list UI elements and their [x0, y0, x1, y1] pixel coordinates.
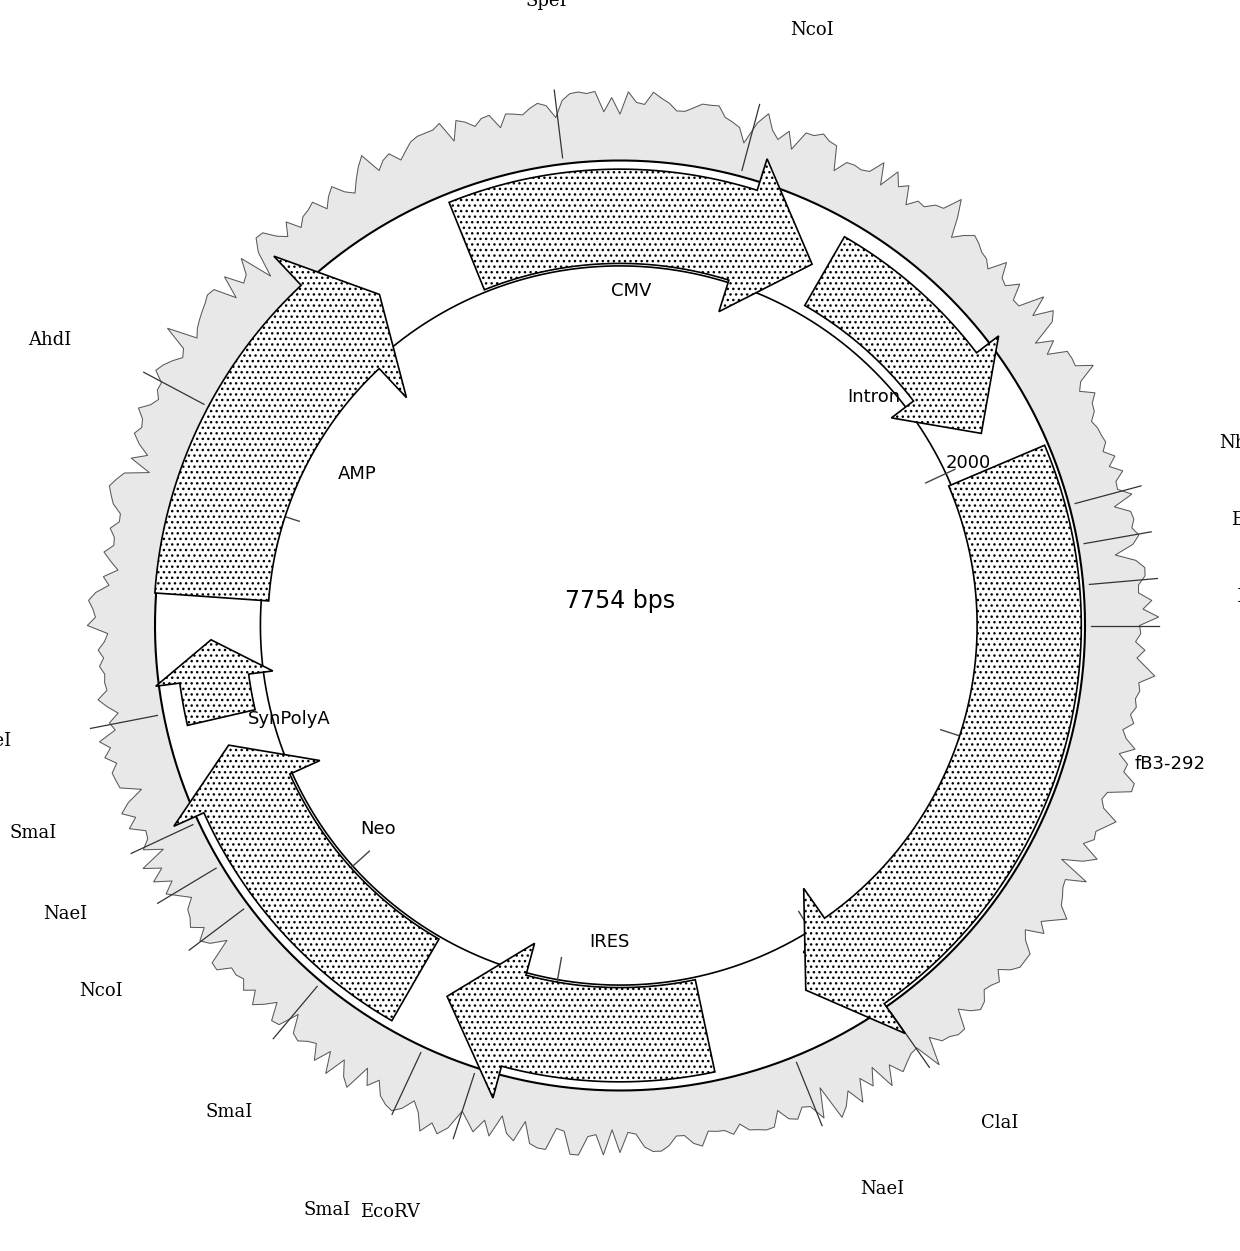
Text: AhdI: AhdI [27, 332, 71, 349]
Text: SmaI: SmaI [10, 823, 57, 842]
Text: SmaI: SmaI [304, 1201, 351, 1218]
Polygon shape [174, 746, 439, 1021]
Text: XbaI: XbaI [1238, 588, 1240, 607]
Text: 2000: 2000 [946, 454, 991, 472]
Polygon shape [87, 91, 1158, 1155]
Text: EcoRV: EcoRV [360, 1203, 420, 1221]
Text: 4000: 4000 [801, 942, 847, 961]
Text: fB3-292: fB3-292 [1135, 754, 1207, 773]
Text: 5000: 5000 [531, 995, 575, 1013]
Text: AMP: AMP [337, 464, 376, 483]
Polygon shape [155, 256, 407, 600]
Text: NcoI: NcoI [790, 20, 833, 39]
Text: CMV: CMV [611, 281, 652, 300]
Polygon shape [449, 159, 812, 311]
Text: 6000: 6000 [311, 873, 357, 892]
Text: 7754 bps: 7754 bps [565, 589, 675, 613]
Text: IRES: IRES [589, 932, 629, 951]
Text: Neo: Neo [360, 819, 396, 838]
Text: NcoI: NcoI [78, 982, 123, 1000]
Polygon shape [155, 160, 1085, 1091]
Text: SynPolyA: SynPolyA [248, 711, 331, 728]
Text: Intron: Intron [847, 388, 900, 407]
Text: NaeI: NaeI [0, 732, 11, 751]
Polygon shape [260, 266, 980, 985]
Text: NaeI: NaeI [861, 1180, 904, 1198]
Text: 7000: 7000 [232, 498, 277, 515]
Text: 3000: 3000 [963, 736, 1008, 753]
Text: ClaI: ClaI [981, 1115, 1018, 1132]
Polygon shape [156, 639, 273, 726]
Polygon shape [448, 943, 715, 1098]
Text: EcoRI: EcoRI [1231, 510, 1240, 529]
Text: NaeI: NaeI [42, 904, 87, 923]
Polygon shape [805, 236, 998, 433]
Text: 1000: 1000 [717, 251, 761, 269]
Text: SmaI: SmaI [206, 1103, 253, 1121]
Text: NheI: NheI [1219, 434, 1240, 453]
Text: SpeI: SpeI [526, 0, 567, 10]
Polygon shape [804, 445, 1081, 1033]
